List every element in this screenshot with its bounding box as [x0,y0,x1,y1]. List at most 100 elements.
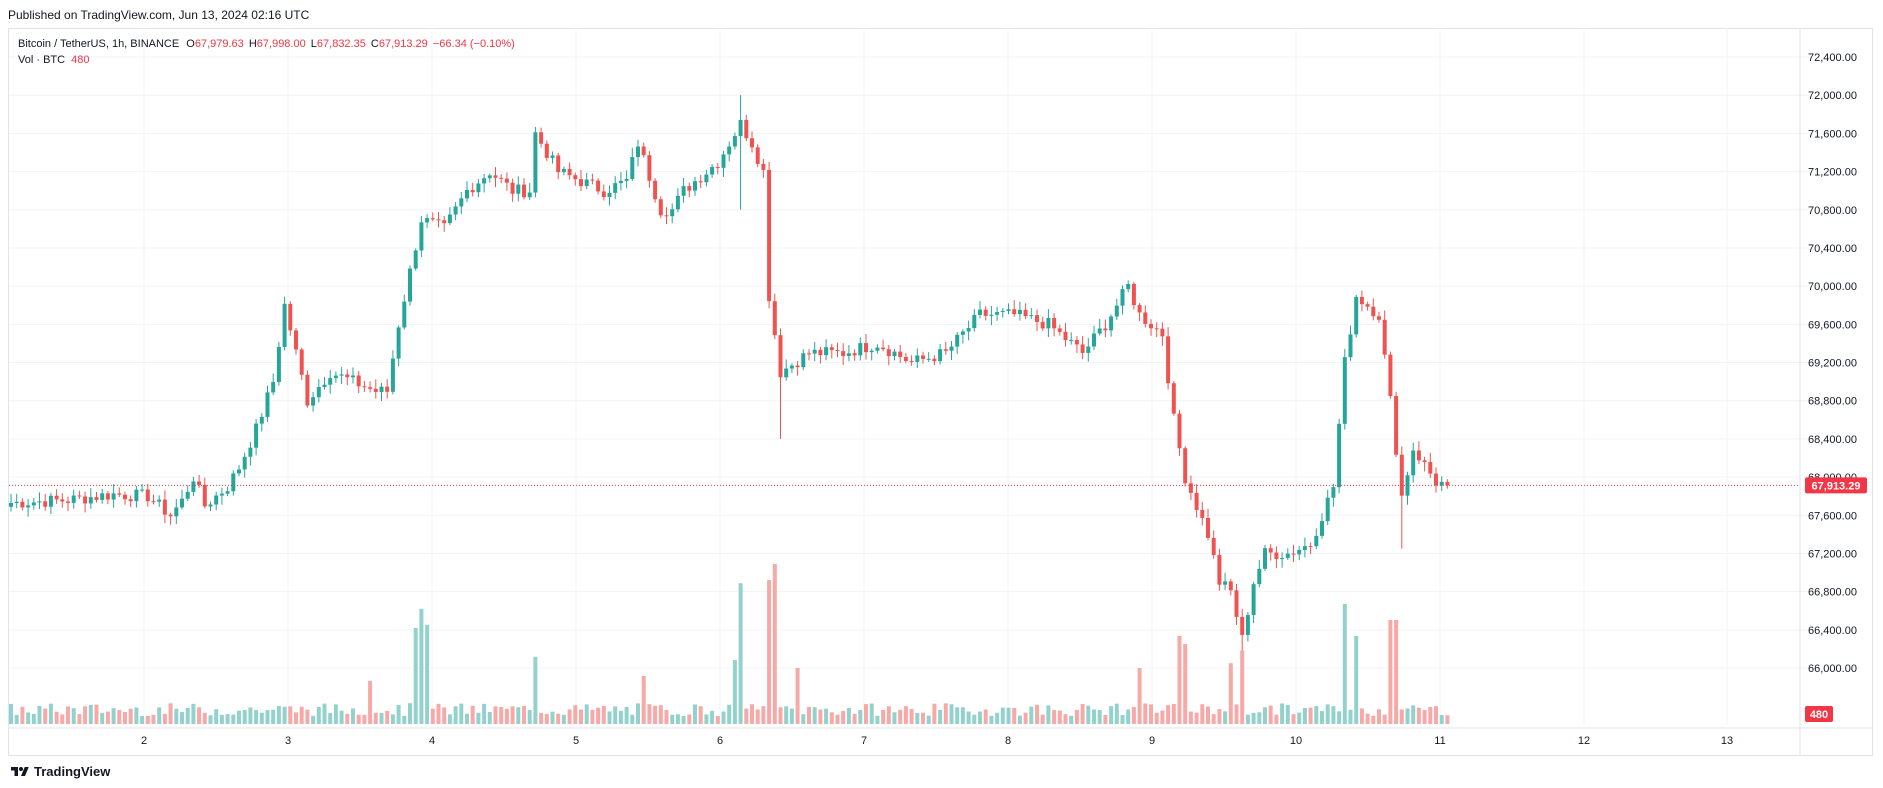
candle-body [527,192,532,198]
y-tick-label: 72,400.00 [1808,52,1857,64]
candle-body [402,301,407,328]
candle-body [687,186,692,191]
volume-bar [202,712,207,724]
volume-bar [846,708,851,724]
volume-bar [1223,711,1228,724]
volume-bar [556,713,561,724]
x-tick-label: 11 [1434,735,1445,747]
volume-bar [921,712,925,724]
volume-bar [579,709,583,724]
volume-bar [869,703,874,724]
candle-body [636,146,640,158]
volume-bar [778,707,783,724]
candle-body [1217,555,1222,585]
candle-body [960,331,965,335]
volume-bar [1131,707,1136,724]
candle-body [556,155,561,173]
candle-body [573,175,578,180]
candle-body [1382,319,1387,355]
volume-bar [180,712,184,724]
volume-bar [333,704,338,724]
volume-bar [174,708,179,724]
volume-bar [864,704,868,724]
volume-bar [875,715,880,724]
candle-body [1149,323,1153,329]
volume-bar [1183,644,1188,724]
volume-bar [567,709,572,724]
candle-body [465,189,469,199]
volume-bar [824,708,829,724]
candle-body [653,180,658,200]
candle-body [140,489,145,491]
x-tick-label: 8 [1005,735,1011,747]
tradingview-brand[interactable]: TradingView [10,764,110,779]
volume-bar [117,710,122,724]
volume-bar [1388,620,1393,724]
candle-body [1434,473,1438,486]
volume-bar [727,704,732,724]
volume-label[interactable]: Vol · BTC [18,54,66,66]
candle-body [83,496,88,504]
candle-body [259,416,264,424]
candle-body [522,184,526,198]
volume-bar [1074,709,1079,724]
volume-bar [966,711,971,724]
symbol-label[interactable]: Bitcoin / TetherUS, 1h, BINANCE [18,38,180,50]
candle-body [1422,460,1427,463]
candle-body [539,132,544,144]
volume-bar [242,710,247,724]
candle-body [151,501,156,503]
volume-bar [1126,709,1131,724]
candle-body [812,349,817,354]
volume-bar [368,680,373,724]
volume-bar [328,713,333,724]
candle-body [339,374,344,376]
volume-bar [829,712,834,724]
candle-body [48,495,53,507]
candle-body [1428,462,1433,474]
volume-bar [1143,703,1148,724]
candle-body [1411,450,1416,476]
candle-body [1166,336,1171,384]
volume-bar [1337,711,1342,724]
volume-bar [140,715,145,724]
candle-body [214,495,219,505]
candle-body [105,493,110,500]
volume-bar [185,707,190,724]
candle-body [197,481,202,485]
candle-body [1251,584,1256,616]
candle-body [487,175,492,179]
volume-bar [795,668,800,724]
candle-body [618,180,623,184]
volume-bar [1206,706,1210,724]
volume-bar [1285,705,1290,724]
candle-body [801,353,806,368]
candle-body [180,498,184,508]
volume-bar [624,706,629,724]
volume-bar [710,710,715,724]
volume-bar [590,709,595,724]
volume-bar [983,709,988,724]
volume-bar [493,706,498,724]
candle-body [1291,553,1296,555]
y-tick-label: 70,800.00 [1808,205,1857,217]
candle-body [1092,333,1096,347]
candle-body [26,505,31,508]
candle-body [1171,383,1176,414]
volume-bar [1399,709,1404,724]
x-tick-label: 3 [285,735,291,747]
volume-bar [60,714,65,724]
candle-body [134,489,139,502]
candle-body [436,219,441,221]
volume-bar [630,714,635,724]
candle-body [1325,497,1330,522]
volume-bar [88,704,93,724]
volume-bar [972,714,977,724]
candle-body [1274,552,1279,559]
candle-body [128,499,133,502]
candle-body [442,220,447,224]
volume-bar [26,712,31,724]
volume-bar [499,706,504,724]
x-tick-label: 13 [1721,735,1733,747]
